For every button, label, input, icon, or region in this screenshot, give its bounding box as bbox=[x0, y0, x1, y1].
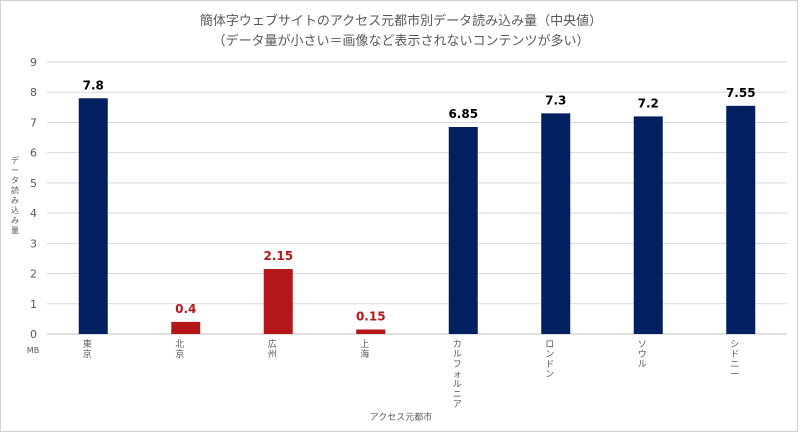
bar bbox=[171, 321, 201, 334]
y-tick-label: 5 bbox=[30, 177, 37, 190]
data-label: 6.85 bbox=[448, 107, 478, 121]
svg-text:ー: ー bbox=[730, 370, 739, 380]
x-tick-label: ソウル bbox=[638, 340, 647, 370]
y-tick-label: 7 bbox=[30, 116, 37, 129]
y-axis-unit: MB bbox=[27, 346, 39, 355]
y-tick-label: 3 bbox=[30, 237, 37, 250]
x-axis-label: アクセス元都市 bbox=[370, 411, 433, 423]
y-tick-label: 1 bbox=[30, 298, 37, 311]
svg-text:読: 読 bbox=[11, 185, 19, 195]
chart-title: 簡体字ウェブサイトのアクセス元都市別データ読み込み量（中央値） bbox=[199, 14, 603, 29]
y-tick-label: 9 bbox=[30, 56, 37, 69]
svg-text:州: 州 bbox=[268, 349, 277, 360]
y-tick-label: 2 bbox=[30, 268, 37, 281]
svg-text:ル: ル bbox=[453, 380, 462, 390]
y-tick-label: 6 bbox=[30, 147, 37, 160]
svg-text:ー: ー bbox=[11, 166, 19, 175]
svg-text:フ: フ bbox=[453, 360, 462, 370]
chart-subtitle: （データ量が小さい＝画像など表示されないコンテンツが多い） bbox=[212, 34, 590, 49]
svg-text:デ: デ bbox=[11, 155, 19, 165]
svg-text:タ: タ bbox=[11, 176, 19, 185]
svg-text:東: 東 bbox=[83, 338, 92, 350]
svg-text:ソ: ソ bbox=[638, 340, 647, 350]
svg-text:北: 北 bbox=[175, 339, 184, 350]
svg-text:量: 量 bbox=[11, 226, 19, 235]
bars bbox=[78, 98, 756, 335]
data-label: 2.15 bbox=[263, 249, 293, 263]
svg-text:ロ: ロ bbox=[545, 340, 554, 350]
bar bbox=[78, 98, 108, 335]
gridlines bbox=[47, 61, 787, 335]
svg-text:ウ: ウ bbox=[638, 349, 647, 360]
svg-text:み: み bbox=[11, 216, 19, 225]
bar bbox=[541, 113, 571, 334]
svg-text:ン: ン bbox=[545, 370, 554, 380]
svg-text:ン: ン bbox=[545, 350, 554, 360]
bar bbox=[633, 116, 663, 335]
data-label: 0.4 bbox=[175, 302, 196, 316]
svg-text:海: 海 bbox=[360, 348, 369, 360]
y-tick-label: 8 bbox=[30, 86, 37, 99]
bar bbox=[263, 269, 293, 334]
svg-text:シ: シ bbox=[730, 340, 739, 350]
bar bbox=[448, 126, 478, 334]
svg-text:ォ: ォ bbox=[453, 370, 462, 380]
svg-text:京: 京 bbox=[175, 348, 184, 360]
svg-text:み: み bbox=[11, 196, 19, 205]
data-label: 7.2 bbox=[638, 96, 659, 110]
x-tick-label: 広州 bbox=[268, 338, 277, 360]
bar bbox=[356, 329, 386, 334]
svg-text:ド: ド bbox=[545, 360, 554, 370]
x-tick-label: 上海 bbox=[360, 339, 369, 360]
data-labels: 7.8 0.4 2.15 0.15 6.85 7.3 7.2 7.55 bbox=[83, 78, 756, 323]
svg-text:込: 込 bbox=[11, 206, 19, 215]
bar bbox=[726, 105, 756, 334]
svg-text:カ: カ bbox=[453, 339, 462, 350]
y-tick-label: 4 bbox=[30, 207, 37, 220]
svg-text:京: 京 bbox=[83, 348, 92, 360]
y-tick-label: 0 bbox=[30, 328, 37, 341]
data-label: 7.3 bbox=[545, 93, 566, 107]
svg-text:ニ: ニ bbox=[453, 390, 462, 400]
svg-text:上: 上 bbox=[360, 339, 369, 350]
data-label: 7.55 bbox=[726, 86, 756, 100]
x-tick-label: 北京 bbox=[175, 339, 184, 360]
y-axis-ticks: 0 1 2 3 4 5 6 7 8 9 bbox=[30, 56, 37, 341]
y-axis-label: データ読み込み量 bbox=[11, 155, 19, 235]
svg-text:広: 広 bbox=[268, 338, 277, 350]
svg-text:ル: ル bbox=[453, 350, 462, 360]
data-label: 7.8 bbox=[83, 78, 104, 92]
data-label: 0.15 bbox=[356, 309, 386, 323]
svg-text:ア: ア bbox=[453, 400, 462, 410]
svg-text:ル: ル bbox=[638, 360, 647, 370]
svg-text:ド: ド bbox=[730, 350, 739, 360]
svg-text:ニ: ニ bbox=[730, 360, 739, 370]
x-tick-label: 東京 bbox=[83, 338, 92, 360]
